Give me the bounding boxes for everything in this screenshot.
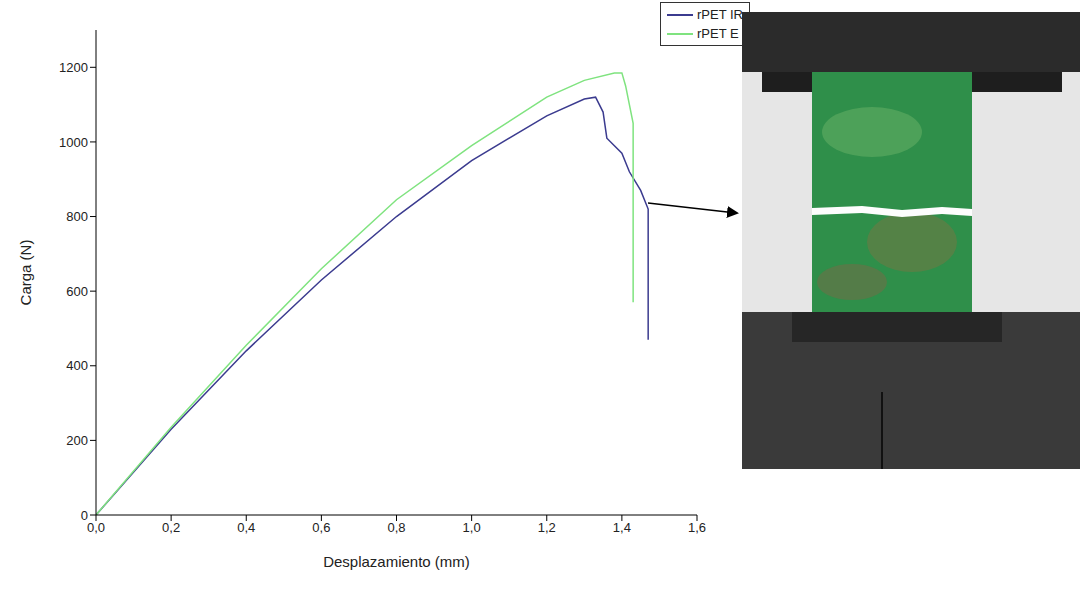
svg-text:0,4: 0,4 [237, 520, 255, 535]
svg-text:600: 600 [66, 284, 88, 299]
svg-text:1,0: 1,0 [463, 520, 481, 535]
svg-text:1,2: 1,2 [538, 520, 556, 535]
svg-text:1,6: 1,6 [688, 520, 706, 535]
svg-text:1,4: 1,4 [613, 520, 631, 535]
svg-text:0,8: 0,8 [387, 520, 405, 535]
svg-text:400: 400 [66, 358, 88, 373]
svg-text:0: 0 [81, 508, 88, 523]
html-text:rPET E: rPET E [697, 26, 739, 41]
html-text:rPET IR: rPET IR [697, 7, 743, 22]
svg-text:0,2: 0,2 [162, 520, 180, 535]
svg-text:1200: 1200 [59, 60, 88, 75]
svg-text:800: 800 [66, 209, 88, 224]
svg-text:200: 200 [66, 433, 88, 448]
svg-text:Desplazamiento (mm): Desplazamiento (mm) [323, 553, 470, 570]
svg-text:1000: 1000 [59, 135, 88, 150]
svg-text:0,6: 0,6 [312, 520, 330, 535]
svg-text:Carga (N): Carga (N) [17, 240, 34, 306]
svg-text:0,0: 0,0 [87, 520, 105, 535]
